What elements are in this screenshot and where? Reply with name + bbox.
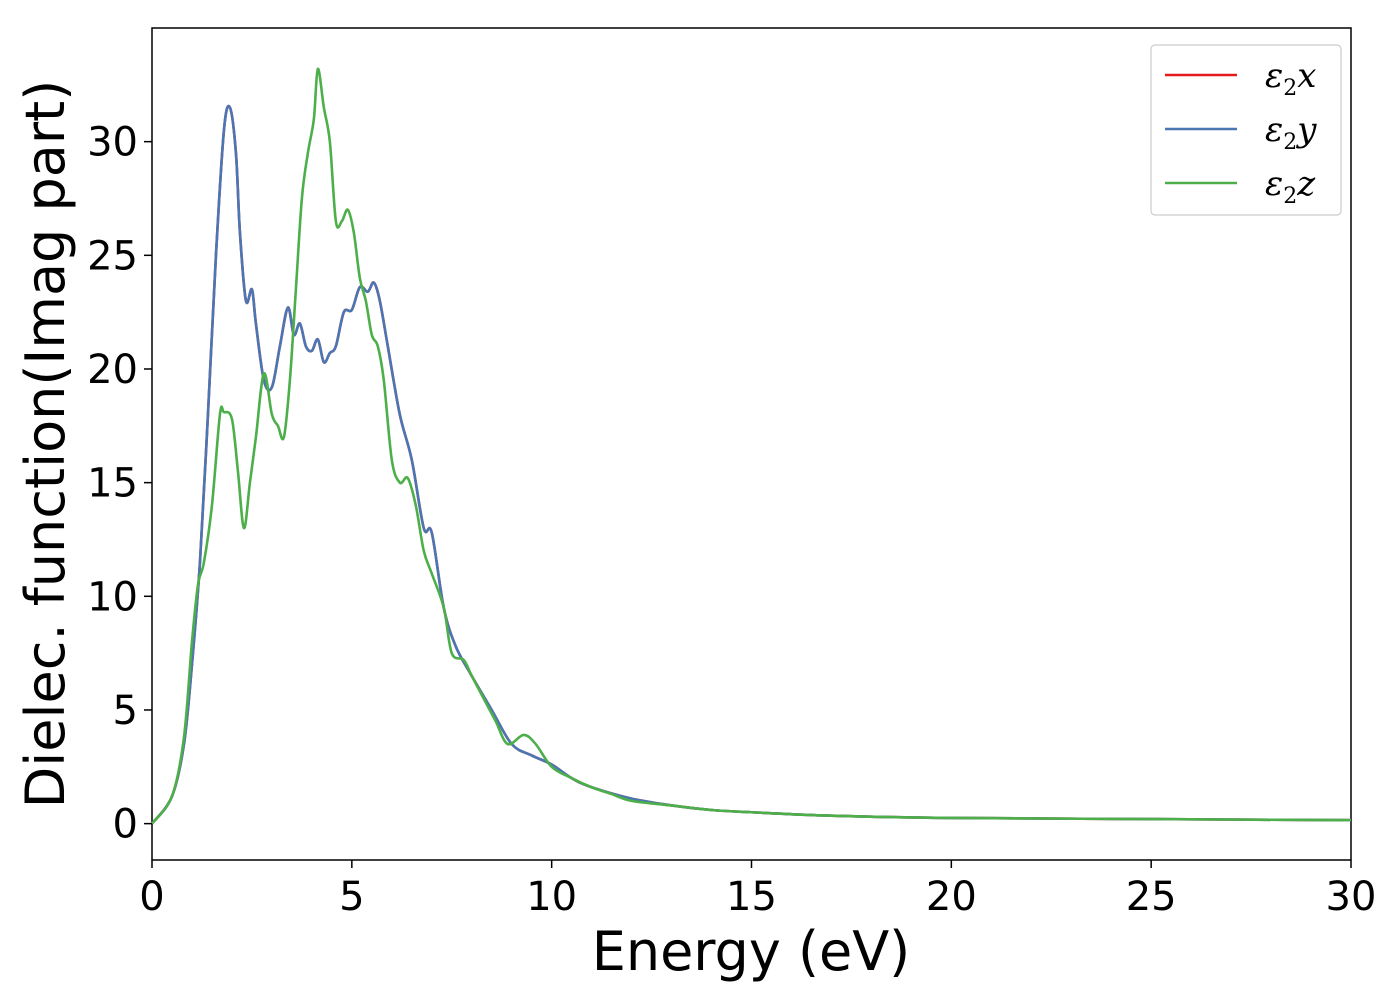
x-tick-label: 10 xyxy=(526,874,577,920)
legend-label-y: ε2y xyxy=(1265,110,1317,155)
x-tick-label: 5 xyxy=(339,874,364,920)
x-tick-label: 20 xyxy=(926,874,977,920)
x-tick-label: 0 xyxy=(139,874,164,920)
x-tick-label: 25 xyxy=(1126,874,1177,920)
y-axis: 0 5 10 15 20 25 30 xyxy=(87,120,152,848)
y-tick-label: 25 xyxy=(87,233,138,279)
legend-label-x: ε2x xyxy=(1265,56,1316,101)
legend-label-z: ε2z xyxy=(1265,164,1316,209)
y-tick-label: 0 xyxy=(113,802,138,848)
y-tick-label: 10 xyxy=(87,574,138,620)
x-tick-label: 30 xyxy=(1326,874,1377,920)
x-tick-label: 15 xyxy=(726,874,777,920)
legend-box xyxy=(1150,44,1342,216)
x-axis-title: Energy (eV) xyxy=(592,920,911,983)
y-tick-label: 15 xyxy=(87,461,138,507)
x-axis: 0 5 10 15 20 25 30 xyxy=(139,860,1376,920)
legend: ε2x ε2y ε2z xyxy=(1150,44,1342,216)
y-tick-label: 30 xyxy=(87,120,138,166)
y-tick-label: 20 xyxy=(87,347,138,393)
y-axis-title: Dielec. function(Imag part) xyxy=(14,80,77,809)
series-line-z xyxy=(150,67,1352,825)
series-layer xyxy=(150,67,1352,825)
y-tick-label: 5 xyxy=(113,688,138,734)
